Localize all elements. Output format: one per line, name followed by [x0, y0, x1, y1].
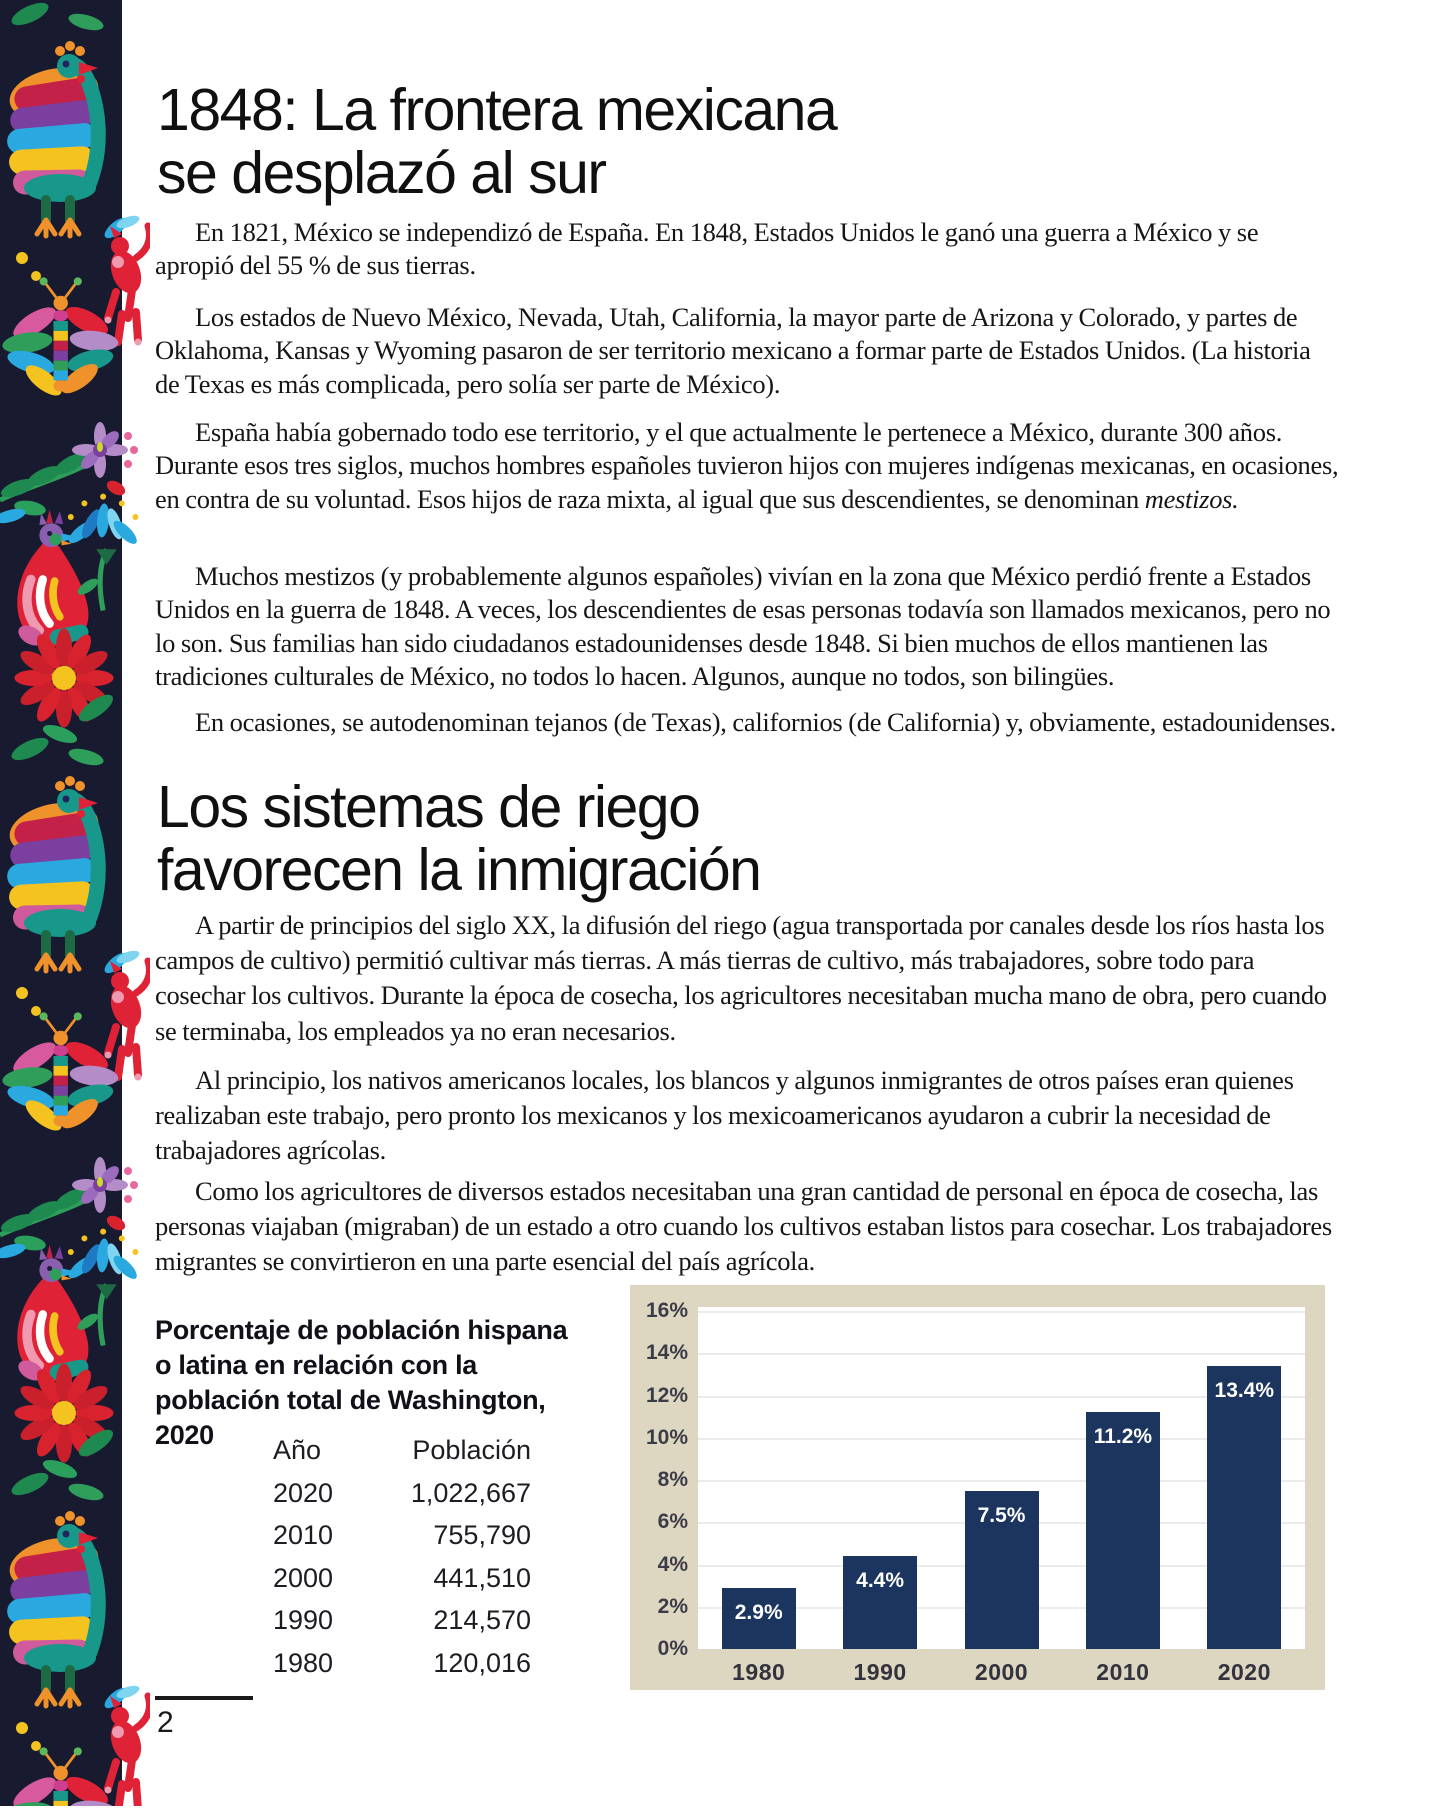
- figure-title-line: o latina en relación con la: [155, 1350, 477, 1380]
- x-axis-tick-label: 2020: [1217, 1659, 1271, 1685]
- gridline: [698, 1353, 1305, 1356]
- y-axis-tick-label: 8%: [657, 1468, 688, 1491]
- bar-1990: [843, 1556, 918, 1649]
- bar-value-label: 2.9%: [734, 1600, 783, 1624]
- bar-value-label: 11.2%: [1093, 1425, 1153, 1449]
- heading-line: Los sistemas de riego: [157, 774, 701, 840]
- y-axis-tick-label: 2%: [657, 1594, 688, 1618]
- bar-2020: [1207, 1365, 1282, 1649]
- bar-2000: [964, 1490, 1039, 1649]
- year-cell: 2000: [273, 1562, 334, 1593]
- table-row: 2020 1,022,667: [273, 1478, 531, 1521]
- population-table: Año Población 2020 1,022,667 2010 755,79…: [273, 1435, 531, 1691]
- bar-2010: [1085, 1412, 1160, 1649]
- folk-art-sidebar: [0, 0, 150, 1806]
- population-cell: 214,570: [433, 1605, 531, 1636]
- paragraph: A partir de principios del siglo XX, la …: [155, 910, 1327, 1046]
- population-cell: 755,790: [433, 1520, 531, 1551]
- bar-value-label: 4.4%: [856, 1569, 905, 1593]
- y-axis-tick-label: 4%: [657, 1552, 688, 1576]
- figure-title-line: Porcentaje de población hispana: [155, 1315, 568, 1345]
- x-axis-tick-label: 1990: [853, 1659, 907, 1685]
- bar-value-label: 13.4%: [1214, 1378, 1275, 1402]
- x-axis-tick-label: 2010: [1096, 1659, 1150, 1685]
- otomi-pattern-artwork: [0, 0, 150, 1806]
- page-footer-rule: [155, 1696, 253, 1700]
- population-bar-chart: 0% 2% 4% 6% 8% 10% 12% 14% 16% 2.9% 1980 4.4% 1990 7.…: [630, 1285, 1325, 1690]
- year-cell: 2010: [273, 1520, 334, 1551]
- gridline: [698, 1395, 1305, 1398]
- bar-value-label: 7.5%: [977, 1503, 1026, 1527]
- population-cell: 120,016: [433, 1647, 531, 1678]
- year-column-header: Año: [273, 1435, 322, 1465]
- x-axis-tick-label: 1980: [732, 1659, 786, 1685]
- paragraph: España había gobernado todo ese territor…: [155, 416, 1340, 516]
- figure-title: Porcentaje de población hispana o latina…: [155, 1313, 625, 1453]
- population-cell: 1,022,667: [410, 1477, 531, 1508]
- bar-1980: [721, 1587, 796, 1649]
- heading-line: favorecen la inmigración: [157, 837, 762, 903]
- heading-line: se desplazó al sur: [157, 140, 607, 206]
- figure-title-line: población total de Washington,: [155, 1385, 546, 1415]
- table-row: 1990 214,570: [273, 1605, 531, 1648]
- section-heading-2: Los sistemas de riego favorecen la inmig…: [157, 774, 762, 903]
- population-cell: 441,510: [433, 1562, 531, 1593]
- paragraph: Como los agricultores de diversos estado…: [155, 1176, 1332, 1277]
- paragraph: En ocasiones, se autodenominan tejanos (…: [195, 707, 1336, 737]
- y-axis-tick-label: 0%: [657, 1637, 688, 1660]
- gridline: [698, 1480, 1305, 1482]
- paragraph: Al principio, los nativos americanos loc…: [155, 1065, 1294, 1166]
- figure-title-line: 2020: [155, 1420, 214, 1450]
- page-number: 2: [157, 1706, 174, 1739]
- table-row: 2010 755,790: [273, 1520, 531, 1563]
- y-axis-tick-label: 10%: [645, 1425, 688, 1449]
- table-row: 2000 441,510: [273, 1563, 531, 1606]
- section-heading-1: 1848: La frontera mexicana se desplazó a…: [157, 77, 838, 206]
- y-axis-tick-label: 6%: [657, 1510, 688, 1534]
- table-header-row: Año Población: [273, 1435, 531, 1478]
- paragraph-text: España había gobernado todo ese territor…: [155, 417, 1339, 514]
- italic-term: mestizos.: [1144, 483, 1239, 514]
- gridline: [698, 1311, 1305, 1313]
- page-content: 1848: La frontera mexicana se desplazó a…: [155, 0, 1345, 1806]
- year-cell: 2020: [273, 1477, 334, 1508]
- y-axis-tick-label: 14%: [645, 1341, 688, 1365]
- paragraph: Muchos mestizos (y probablemente algunos…: [155, 561, 1331, 692]
- gridline: [698, 1437, 1305, 1440]
- paragraph: Los estados de Nuevo México, Nevada, Uta…: [155, 302, 1311, 399]
- year-cell: 1980: [273, 1647, 334, 1678]
- y-axis-tick-label: 12%: [645, 1383, 688, 1407]
- population-column-header: Población: [412, 1435, 531, 1465]
- paragraph: En 1821, México se independizó de España…: [155, 217, 1259, 281]
- year-cell: 1990: [273, 1605, 334, 1636]
- y-axis-tick-label: 16%: [645, 1299, 688, 1322]
- table-row: 1980 120,016: [273, 1648, 531, 1691]
- heading-line: 1848: La frontera mexicana: [157, 77, 838, 143]
- x-axis-tick-label: 2000: [974, 1659, 1029, 1685]
